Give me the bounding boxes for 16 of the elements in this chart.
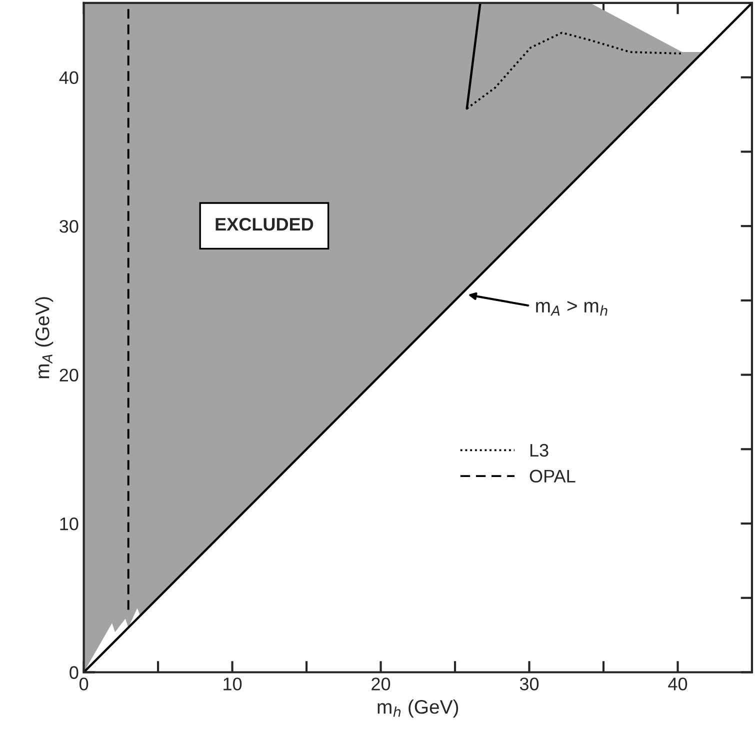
y-tick-label: 40 [59,71,78,84]
y-tick-label: 0 [70,666,78,679]
legend-label: OPAL [530,470,576,483]
y-axis-title: m$_{A}$ (GeV) [35,297,54,378]
x-tick-label: 30 [520,678,539,690]
x-tick-label: 0 [79,678,88,690]
annotation: EXCLUDED [216,218,314,231]
x-tick-label: 40 [668,678,688,690]
x-tick-label: 10 [224,678,242,690]
legend-label: L3 [530,444,548,457]
x-tick-label: 20 [372,678,390,690]
y-tick-label: 20 [60,368,78,382]
x-axis-title: m$_{h}$ (GeV) [378,700,458,718]
y-tick-label: 30 [60,220,78,233]
annotation: m$_{A}$ > m$_{h}$ [536,301,608,316]
y-tick-label: 10 [60,517,78,530]
